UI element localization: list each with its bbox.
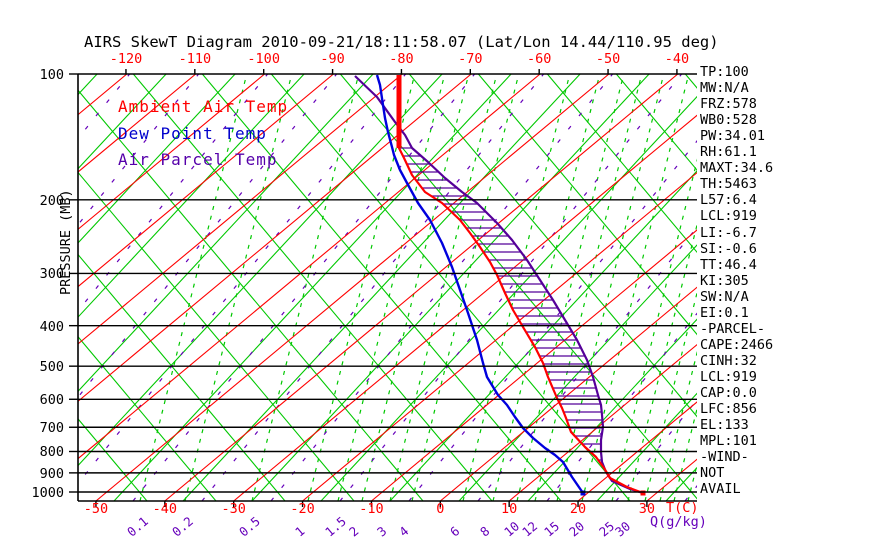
- pressure-tick-label: 100: [39, 67, 64, 83]
- bottom-temp-label: -40: [152, 501, 178, 517]
- panel-line: TH:5463: [700, 176, 757, 193]
- pressure-tick-label: 400: [39, 318, 64, 335]
- pressure-tick-label: 600: [39, 392, 64, 409]
- legend-item-air-parcel-temp: Air Parcel Temp: [118, 150, 278, 169]
- bottom-temp-label: 10: [501, 501, 518, 517]
- panel-line: -PARCEL-: [700, 320, 766, 337]
- pressure-tick-label: 200: [39, 192, 64, 209]
- ambient-air-temp-curve: [397, 75, 644, 495]
- panel-line: LCL:919: [700, 368, 757, 385]
- top-temp-label: -80: [389, 51, 414, 67]
- pressure-axis-title: PRESSURE (MB): [57, 189, 74, 295]
- panel-line: MW:N/A: [700, 80, 749, 97]
- panel-line: CAP:0.0: [700, 385, 757, 401]
- top-temp-label: -110: [178, 51, 212, 67]
- panel-line: CAPE:2466: [700, 336, 774, 353]
- top-temp-label: -70: [458, 51, 483, 67]
- pressure-tick-label: 900: [39, 465, 64, 482]
- panel-line: WB0:528: [700, 112, 757, 129]
- panel-line: SI:-0.6: [700, 240, 757, 257]
- dewpoint-surface-marker: [580, 490, 586, 496]
- bottom-temp-label: 30: [638, 501, 656, 517]
- panel-line: -WIND-: [700, 449, 749, 466]
- panel-line: FRZ:578: [700, 96, 757, 113]
- legend-item-dew-point-temp: Dew Point Temp: [118, 124, 267, 143]
- panel-line: MAXT:34.6: [700, 160, 774, 177]
- pressure-tick-label: 1000: [31, 485, 64, 501]
- panel-line: LI:-6.7: [700, 224, 757, 241]
- bottom-temp-label: -10: [359, 501, 384, 517]
- panel-line: TP:100: [700, 64, 749, 80]
- legend-item-ambient-air-temp: Ambient Air Temp: [118, 97, 289, 116]
- panel-line: PW:34.01: [700, 128, 766, 145]
- panel-line: CINH:32: [700, 352, 757, 369]
- top-temp-label: -100: [247, 51, 280, 67]
- panel-line: LCL:919: [700, 208, 757, 225]
- top-temp-label: -60: [526, 51, 552, 67]
- air-parcel-temp-curve: [354, 75, 644, 495]
- panel-line: EL:133: [700, 417, 749, 434]
- bottom-temp-label: 0: [436, 501, 445, 517]
- panel-line: TT:46.4: [700, 256, 757, 273]
- chart-title: AIRS SkewT Diagram 2010-09-21/18:11:58.0…: [84, 33, 719, 51]
- panel-line: NOT: [700, 465, 725, 482]
- mixing-unit-label: Q(g/kg): [650, 514, 707, 530]
- pressure-tick-label: 300: [39, 266, 64, 283]
- bottom-temp-label: 20: [569, 501, 587, 517]
- panel-line: AVAIL: [700, 481, 741, 498]
- panel-line: L57:6.4: [700, 192, 757, 209]
- panel-line: KI:305: [700, 272, 749, 289]
- bottom-temp-label: -50: [83, 501, 109, 517]
- panel-line: MPL:101: [700, 433, 757, 450]
- top-temp-label: -90: [320, 51, 345, 67]
- bottom-temp-label: -20: [290, 501, 315, 517]
- panel-line: SW:N/A: [700, 288, 749, 305]
- panel-line: RH:61.1: [700, 144, 757, 161]
- panel-line: LFC:856: [700, 401, 757, 418]
- bottom-temp-label: -30: [221, 501, 246, 517]
- top-temp-label: -40: [664, 51, 690, 67]
- pressure-tick-label: 800: [39, 444, 64, 461]
- pressure-tick-label: 700: [39, 420, 64, 437]
- dew-point-temp-curve: [375, 74, 584, 494]
- panel-line: EI:0.1: [700, 304, 749, 321]
- top-temp-label: -120: [109, 51, 143, 67]
- pressure-tick-label: 500: [39, 359, 64, 376]
- plot-area: [78, 74, 697, 501]
- temp-unit-label: T(C): [666, 500, 699, 516]
- top-temp-label: -50: [595, 51, 621, 67]
- ambient-surface-marker: [640, 490, 646, 496]
